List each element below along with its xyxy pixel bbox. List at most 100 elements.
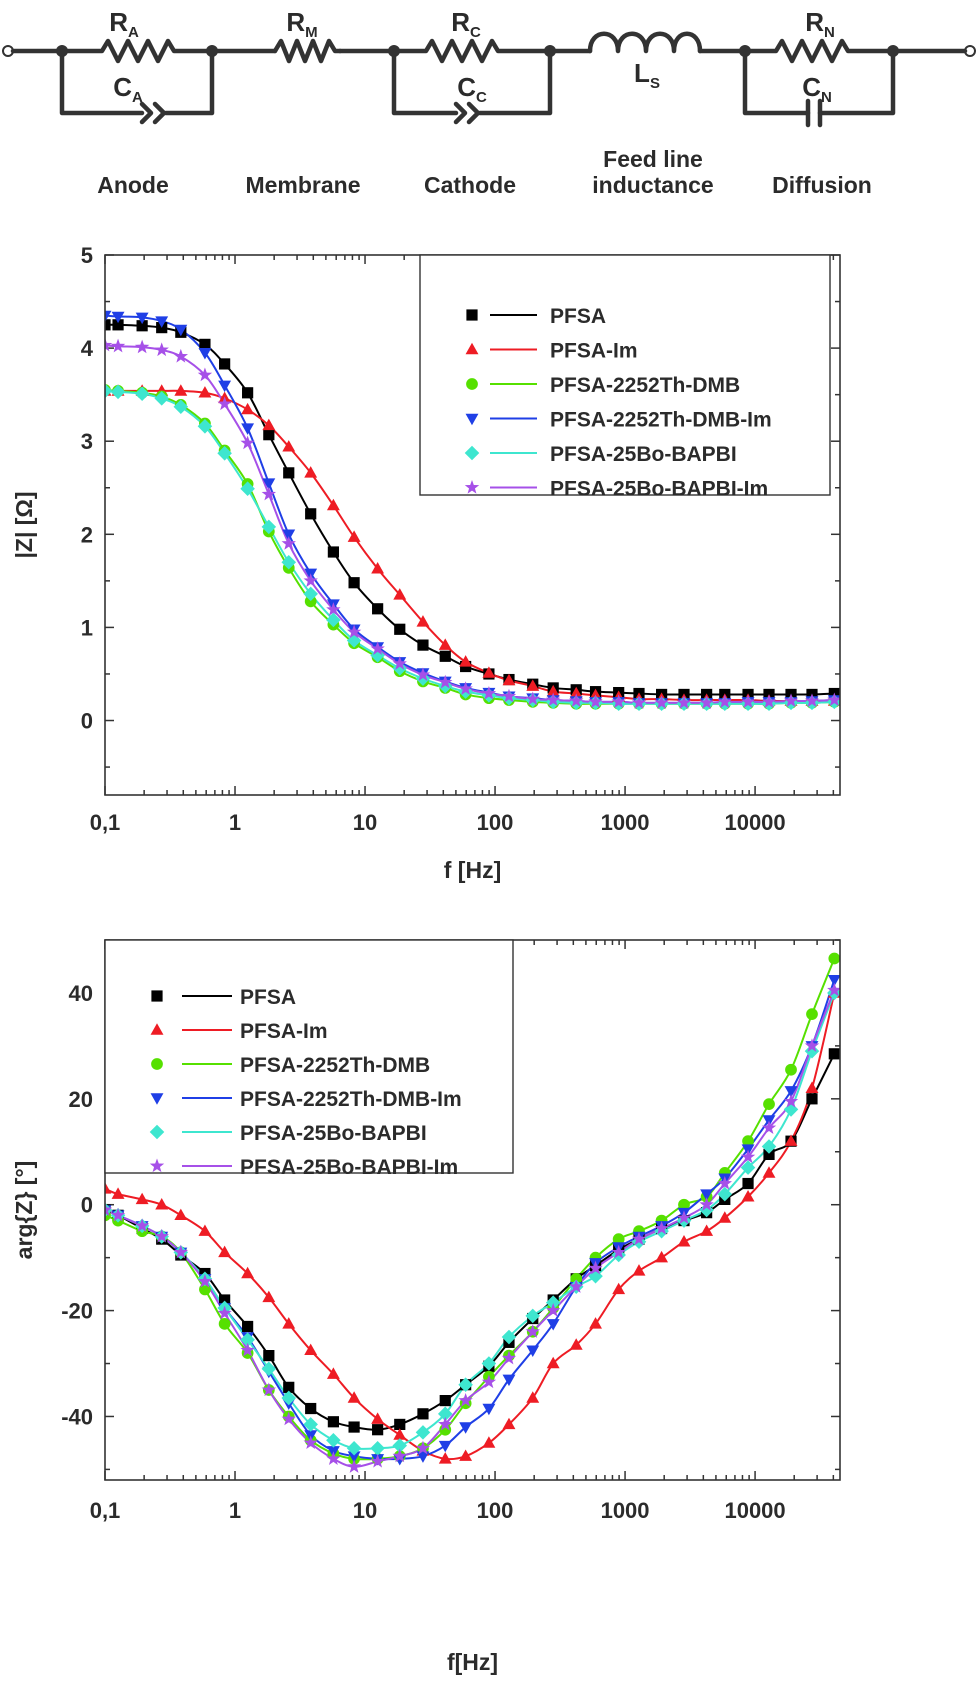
data-point-pfsa-25bo-bapbi-im — [134, 339, 150, 354]
data-point-pfsa — [763, 1148, 775, 1161]
data-point-pfsa-im — [526, 679, 540, 691]
feed-line-inductor — [587, 31, 703, 54]
equivalent-circuit-diagram: RA CA RM RC CC LS RN CN Anode Membrane C… — [2, 7, 976, 198]
data-point-pfsa-25bo-bapbi-im — [569, 693, 584, 708]
data-point-pfsa — [199, 338, 211, 350]
data-point-pfsa-25bo-bapbi — [240, 481, 255, 496]
data-point-pfsa — [263, 429, 275, 441]
cathode-node-right — [544, 45, 556, 57]
data-point-pfsa-25bo-bapbi-im — [761, 1120, 777, 1135]
data-point-pfsa-im — [174, 1208, 188, 1221]
data-point-pfsa — [242, 1320, 254, 1333]
region-label-diffusion: Diffusion — [772, 172, 872, 198]
anode-cpe-branch — [59, 48, 215, 116]
data-point-pfsa-25bo-bapbi-im — [110, 1207, 126, 1222]
data-point-pfsa — [136, 320, 148, 332]
data-point-pfsa-2252th-dmb-im — [784, 1086, 798, 1098]
data-point-pfsa — [417, 639, 429, 651]
x-tick-label: 10000 — [724, 1498, 785, 1523]
data-point-pfsa — [439, 650, 451, 662]
x-tick-label: 1000 — [601, 810, 650, 835]
data-point-pfsa-2252th-dmb-im — [241, 423, 255, 435]
data-point-pfsa — [348, 1421, 360, 1433]
data-point-pfsa-2252th-dmb-im — [482, 1403, 496, 1416]
data-point-pfsa-im — [632, 1264, 646, 1276]
data-point-pfsa-25bo-bapbi — [346, 1440, 362, 1456]
y-tick-label: -40 — [61, 1404, 93, 1429]
data-point-pfsa-25bo-bapbi-im — [654, 1220, 669, 1235]
data-point-pfsa-25bo-bapbi — [281, 1390, 297, 1406]
data-point-pfsa-im — [612, 1282, 626, 1295]
data-point-pfsa-25bo-bapbi — [481, 1356, 497, 1371]
legend-label: PFSA-2252Th-DMB-Im — [240, 1088, 462, 1111]
data-point-pfsa-25bo-bapbi-im — [261, 1382, 277, 1397]
legend-label: PFSA-Im — [550, 340, 638, 363]
data-point-pfsa-25bo-bapbi-im — [676, 1210, 692, 1225]
data-point-pfsa-25bo-bapbi-im — [783, 1093, 799, 1108]
data-point-pfsa-im — [482, 1436, 496, 1448]
diffusion-node-right — [887, 45, 899, 57]
y-tick-label: 5 — [81, 243, 93, 268]
data-point-pfsa-25bo-bapbi — [761, 1139, 777, 1154]
data-point-pfsa — [372, 603, 384, 615]
data-point-pfsa-im — [718, 1211, 732, 1223]
data-point-pfsa-25bo-bapbi-im — [370, 641, 385, 655]
data-point-pfsa — [828, 1048, 840, 1060]
data-point-pfsa-25bo-bapbi-im — [525, 691, 540, 706]
legend-symbol — [464, 445, 480, 461]
legend-label: PFSA-25Bo-BAPBI-Im — [550, 478, 768, 501]
x-tick-label: 10000 — [724, 810, 785, 835]
data-point-pfsa — [305, 508, 317, 520]
data-point-pfsa-25bo-bapbi — [501, 1329, 517, 1345]
y-tick-label: 0 — [81, 1193, 93, 1218]
data-point-pfsa-im — [347, 1391, 361, 1403]
data-point-pfsa-25bo-bapbi-im — [415, 1440, 431, 1455]
data-point-pfsa-2252th-dmb — [806, 1008, 818, 1020]
y-tick-label: 2 — [81, 522, 93, 547]
data-point-pfsa — [742, 1177, 754, 1190]
data-point-pfsa-25bo-bapbi — [326, 1433, 341, 1448]
data-point-pfsa-im — [700, 1224, 714, 1236]
data-point-pfsa-im — [262, 418, 276, 431]
legend-symbol — [151, 990, 163, 1002]
data-point-pfsa-25bo-bapbi — [699, 1202, 714, 1218]
data-point-pfsa-im — [546, 684, 560, 697]
x-tick-label: 0,1 — [90, 810, 121, 835]
data-point-pfsa — [439, 1394, 451, 1407]
data-point-pfsa-2252th-dmb-im — [700, 1189, 714, 1201]
y-tick-label: 3 — [81, 429, 93, 454]
data-point-pfsa-25bo-bapbi-im — [303, 1435, 318, 1450]
data-point-pfsa-25bo-bapbi-im — [699, 1197, 714, 1211]
data-point-pfsa — [305, 1402, 317, 1415]
data-point-pfsa-im — [438, 1452, 452, 1464]
data-point-pfsa-25bo-bapbi-im — [392, 1448, 407, 1463]
data-point-pfsa-25bo-bapbi — [392, 1438, 408, 1453]
data-point-pfsa-25bo-bapbi-im — [545, 1303, 561, 1317]
data-point-pfsa-im — [304, 1343, 318, 1356]
data-point-pfsa-2252th-dmb-im — [546, 1319, 560, 1331]
legend-label: PFSA-25Bo-BAPBI — [550, 443, 737, 466]
data-point-pfsa-25bo-bapbi-im — [326, 1451, 341, 1465]
data-point-pfsa-25bo-bapbi — [370, 648, 385, 663]
data-point-pfsa-25bo-bapbi-im — [827, 692, 840, 707]
data-point-pfsa-25bo-bapbi-im — [611, 694, 626, 709]
data-point-pfsa-25bo-bapbi-im — [303, 573, 318, 587]
data-point-pfsa-25bo-bapbi-im — [481, 685, 497, 700]
data-point-pfsa-25bo-bapbi-im — [501, 688, 517, 703]
data-point-pfsa-2252th-dmb — [612, 1233, 625, 1245]
data-point-pfsa-im — [347, 530, 361, 542]
x-tick-label: 1 — [229, 1498, 241, 1523]
data-point-pfsa — [112, 319, 124, 331]
data-point-pfsa-25bo-bapbi-im — [804, 693, 820, 708]
series-markers-pfsa-25bo-bapbi-im — [105, 982, 840, 1473]
data-point-pfsa-25bo-bapbi-im — [525, 1324, 540, 1338]
data-point-pfsa-im — [198, 1224, 212, 1236]
data-point-pfsa-im — [393, 1428, 407, 1440]
legend-label: PFSA — [240, 986, 296, 1009]
y-tick-label: 4 — [81, 336, 94, 361]
data-point-pfsa-im — [304, 466, 318, 478]
data-point-pfsa — [283, 1381, 295, 1393]
data-point-pfsa-25bo-bapbi — [717, 1186, 733, 1202]
data-point-pfsa-25bo-bapbi-im — [588, 694, 603, 709]
